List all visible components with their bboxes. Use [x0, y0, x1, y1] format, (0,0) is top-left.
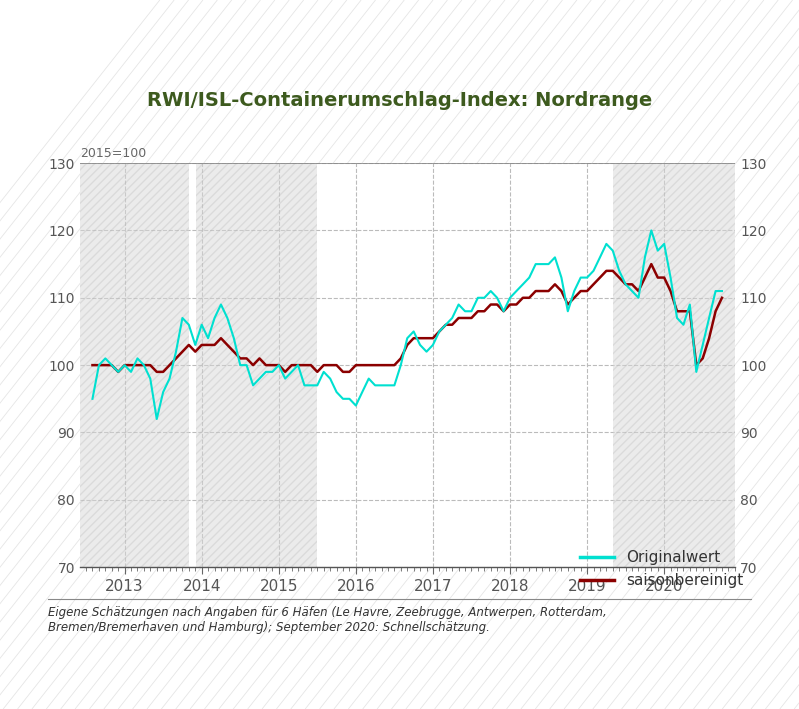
Originalwert: [428, 341, 438, 350]
Originalwert: [589, 267, 598, 275]
Originalwert: [242, 361, 252, 369]
saisonbereinigt: [646, 259, 656, 268]
saisonbereinigt: [428, 334, 438, 342]
Line: Originalwert: Originalwert: [93, 230, 722, 419]
Line: saisonbereinigt: saisonbereinigt: [93, 264, 722, 372]
Originalwert: [718, 286, 727, 295]
saisonbereinigt: [242, 354, 252, 363]
Legend: Originalwert, saisonbereinigt: Originalwert, saisonbereinigt: [580, 550, 743, 588]
Originalwert: [152, 415, 161, 423]
saisonbereinigt: [88, 361, 97, 369]
Originalwert: [646, 226, 656, 235]
Text: Eigene Schätzungen nach Angaben für 6 Häfen (Le Havre, Zeebrugge, Antwerpen, Rot: Eigene Schätzungen nach Angaben für 6 Hä…: [48, 606, 606, 634]
saisonbereinigt: [261, 361, 271, 369]
Originalwert: [261, 367, 271, 376]
Bar: [196, 163, 317, 567]
saisonbereinigt: [718, 294, 727, 302]
Originalwert: [88, 394, 97, 403]
Bar: [80, 163, 189, 567]
Text: 2015=100: 2015=100: [80, 147, 146, 160]
Bar: [613, 163, 735, 567]
Originalwert: [287, 367, 296, 376]
Originalwert: [409, 328, 419, 336]
saisonbereinigt: [589, 280, 598, 289]
saisonbereinigt: [113, 367, 123, 376]
Bar: [613, 163, 735, 567]
saisonbereinigt: [409, 334, 419, 342]
Bar: [196, 163, 317, 567]
Text: RWI/ISL-Containerumschlag-Index: Nordrange: RWI/ISL-Containerumschlag-Index: Nordran…: [147, 91, 652, 110]
saisonbereinigt: [287, 361, 296, 369]
Bar: [80, 163, 189, 567]
